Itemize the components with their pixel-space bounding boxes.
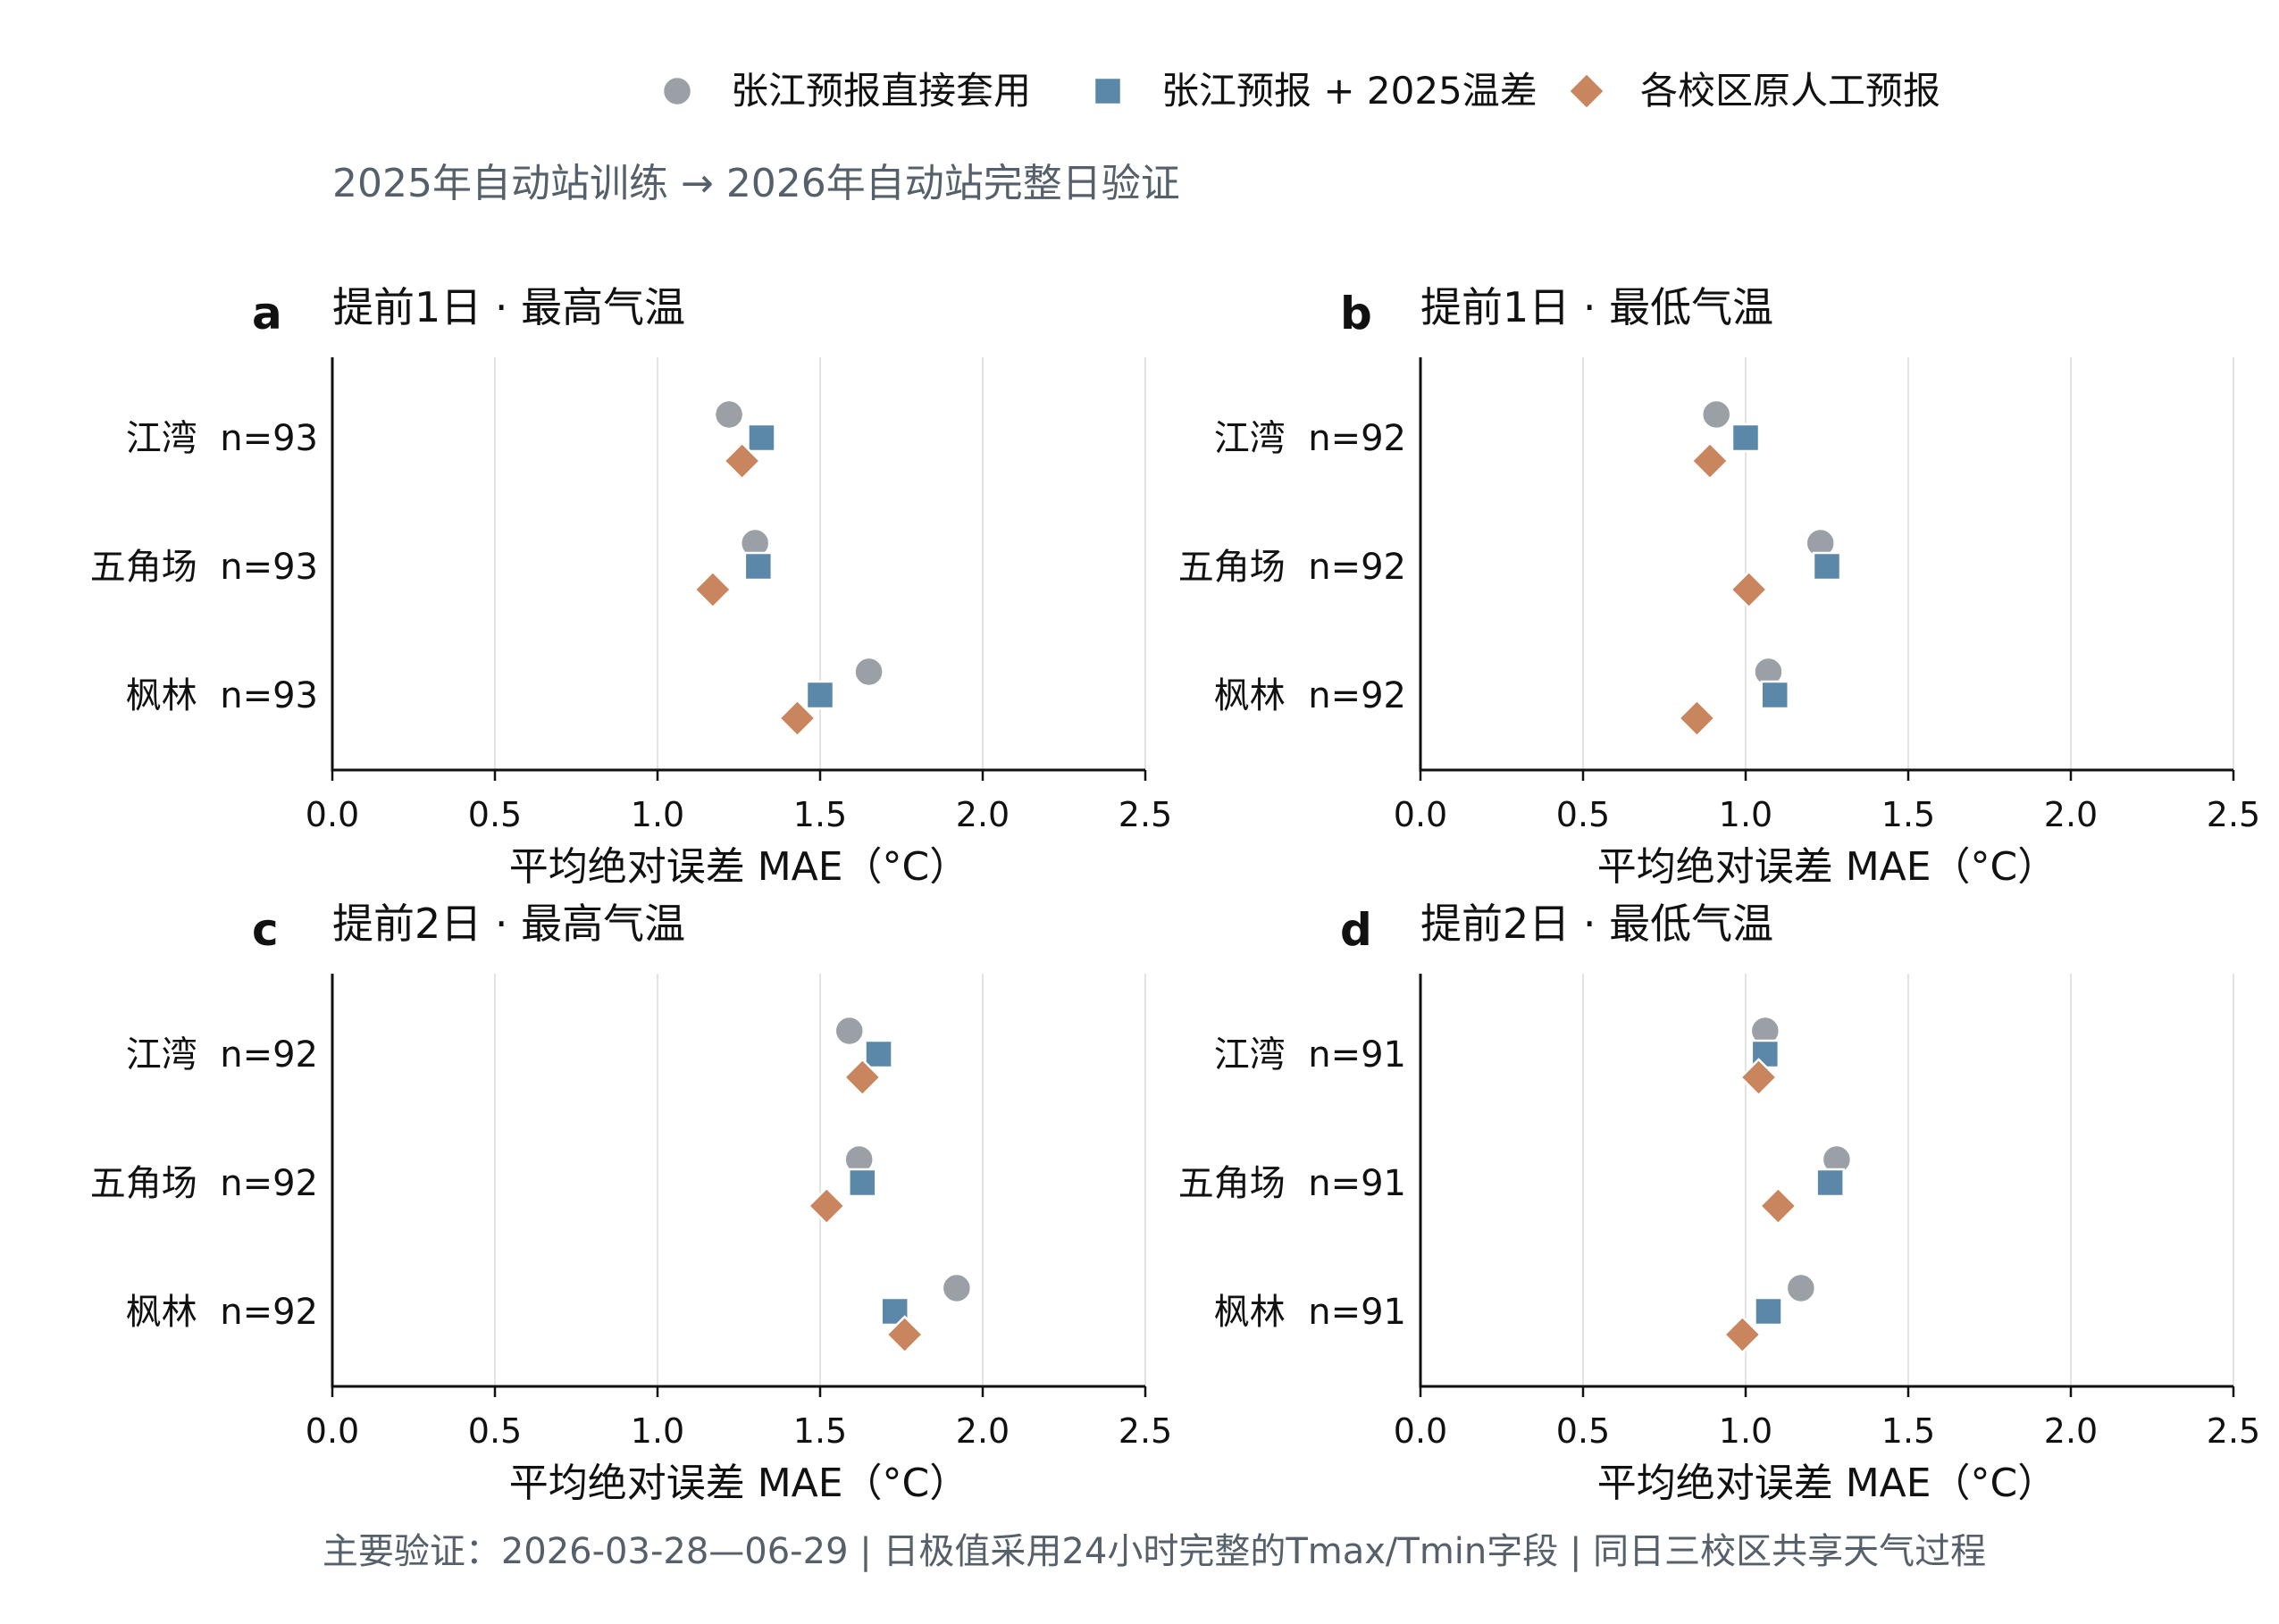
x-tick-label: 2.0 — [2044, 1411, 2098, 1451]
data-point-diamond — [1690, 441, 1730, 481]
data-point-square — [1730, 423, 1761, 453]
x-tick-label: 1.0 — [1719, 795, 1772, 834]
x-tick-label: 0.5 — [1556, 795, 1610, 834]
y-tick-label: 枫林 n=91 — [1214, 1292, 1406, 1333]
y-tick-label: 枫林 n=92 — [126, 1292, 318, 1333]
panel-title: 提前2日 · 最高气温 — [332, 900, 685, 948]
y-tick-label: 五角场 n=91 — [1178, 1163, 1406, 1204]
y-tick-label: 枫林 n=93 — [126, 675, 318, 716]
x-axis-label: 平均绝对误差 MAE（°C） — [1597, 1461, 2057, 1506]
x-tick-label: 2.0 — [956, 795, 1010, 834]
data-point-circle — [834, 1015, 866, 1047]
y-tick-label: 江湾 n=92 — [1214, 418, 1406, 459]
y-tick-label: 五角场 n=92 — [90, 1163, 318, 1204]
data-point-circle — [853, 656, 884, 688]
data-point-circle — [1785, 1272, 1817, 1304]
data-point-diamond — [1677, 699, 1717, 738]
data-point-diamond — [884, 1315, 925, 1354]
x-tick-label: 2.5 — [2207, 795, 2260, 834]
x-tick-label: 2.5 — [2207, 1411, 2260, 1451]
x-tick-label: 2.0 — [2044, 795, 2098, 834]
panel-d: 0.0 0.5 1.0 1.5 2.0 2.5 平均绝对误差 MAE（°C） d 提前2日 · … — [1178, 900, 2260, 1506]
panel-letter: b — [1340, 288, 1372, 339]
x-tick-label: 1.5 — [1881, 795, 1935, 834]
data-point-square — [848, 1168, 877, 1198]
panel-title: 提前1日 · 最高气温 — [332, 283, 685, 331]
data-point-square — [1815, 1168, 1845, 1198]
legend-label: 张江预报 + 2025温差 — [1161, 69, 1537, 113]
legend-circle-marker — [661, 75, 693, 107]
panels: 0.0 0.5 1.0 1.5 2.0 2.5 平均绝对误差 MAE（°C） a 提前1日 · … — [90, 283, 2260, 1506]
x-axis-label: 平均绝对误差 MAE（°C） — [1597, 844, 2057, 890]
x-tick-label: 1.5 — [793, 1411, 847, 1451]
x-axis-label: 平均绝对误差 MAE（°C） — [509, 1461, 969, 1506]
legend-item: 各校区原人工预报 — [1567, 69, 1940, 113]
data-point-square — [805, 680, 835, 710]
data-point-diamond — [1722, 1315, 1763, 1354]
data-point-circle — [941, 1272, 973, 1304]
data-point-square — [743, 551, 774, 582]
x-tick-label: 1.5 — [793, 795, 847, 834]
figure-footer: 主要验证：2026-03-28—06-29 | 日极值采用24小时完整的Tmax… — [323, 1531, 1986, 1572]
x-axis-label: 平均绝对误差 MAE（°C） — [509, 844, 969, 890]
y-tick-label: 枫林 n=92 — [1214, 675, 1406, 716]
y-tick-label: 江湾 n=92 — [126, 1034, 318, 1076]
data-point-square — [864, 1039, 893, 1069]
data-point-diamond — [777, 699, 817, 738]
legend: 张江预报直接套用 张江预报 + 2025温差 各校区原人工预报 — [661, 69, 1940, 113]
x-tick-label: 0.0 — [1394, 795, 1447, 834]
data-point-diamond — [722, 441, 762, 481]
data-point-circle — [1700, 398, 1732, 431]
y-tick-label: 江湾 n=93 — [126, 418, 318, 459]
data-point-diamond — [1758, 1186, 1798, 1226]
panel-letter: a — [252, 288, 282, 339]
x-tick-label: 0.0 — [306, 1411, 359, 1451]
data-point-square — [1812, 551, 1842, 582]
legend-label: 各校区原人工预报 — [1640, 69, 1940, 113]
panel-title: 提前2日 · 最低气温 — [1420, 900, 1773, 948]
figure-subtitle: 2025年自动站训练 → 2026年自动站完整日验证 — [332, 161, 1180, 206]
data-point-square — [747, 423, 776, 453]
x-tick-label: 2.5 — [1119, 795, 1172, 834]
legend-label: 张江预报直接套用 — [731, 69, 1031, 113]
x-tick-label: 2.5 — [1119, 1411, 1172, 1451]
data-point-diamond — [1739, 1058, 1779, 1097]
legend-square-marker — [1093, 76, 1123, 106]
data-point-diamond — [693, 570, 733, 609]
y-tick-label: 五角场 n=93 — [90, 547, 318, 588]
legend-item: 张江预报 + 2025温差 — [1093, 69, 1537, 113]
x-tick-label: 0.0 — [306, 795, 359, 834]
x-tick-label: 0.0 — [1394, 1411, 1447, 1451]
x-tick-label: 0.5 — [468, 795, 522, 834]
y-tick-label: 五角场 n=92 — [1178, 547, 1406, 588]
x-tick-label: 1.5 — [1881, 1411, 1935, 1451]
y-tick-label: 江湾 n=91 — [1214, 1034, 1406, 1076]
panel-c: 0.0 0.5 1.0 1.5 2.0 2.5 平均绝对误差 MAE（°C） c 提前2日 · … — [90, 900, 1172, 1506]
panel-a: 0.0 0.5 1.0 1.5 2.0 2.5 平均绝对误差 MAE（°C） a 提前1日 · … — [90, 283, 1172, 890]
panel-b: 0.0 0.5 1.0 1.5 2.0 2.5 平均绝对误差 MAE（°C） b 提前1日 · … — [1178, 283, 2260, 890]
legend-item: 张江预报直接套用 — [661, 69, 1031, 113]
x-tick-label: 2.0 — [956, 1411, 1010, 1451]
data-point-square — [1754, 1296, 1783, 1327]
x-tick-label: 1.0 — [1719, 1411, 1772, 1451]
data-point-diamond — [807, 1186, 847, 1226]
x-tick-label: 1.0 — [631, 1411, 684, 1451]
x-tick-label: 0.5 — [1556, 1411, 1610, 1451]
data-point-square — [1760, 680, 1790, 710]
panel-letter: d — [1340, 904, 1372, 956]
data-point-diamond — [842, 1058, 883, 1097]
data-point-circle — [713, 398, 745, 431]
x-tick-label: 1.0 — [631, 795, 684, 834]
data-point-diamond — [1729, 570, 1769, 609]
panel-letter: c — [252, 904, 279, 956]
panel-title: 提前1日 · 最低气温 — [1420, 283, 1773, 331]
x-tick-label: 0.5 — [468, 1411, 522, 1451]
legend-diamond-marker — [1567, 71, 1606, 111]
